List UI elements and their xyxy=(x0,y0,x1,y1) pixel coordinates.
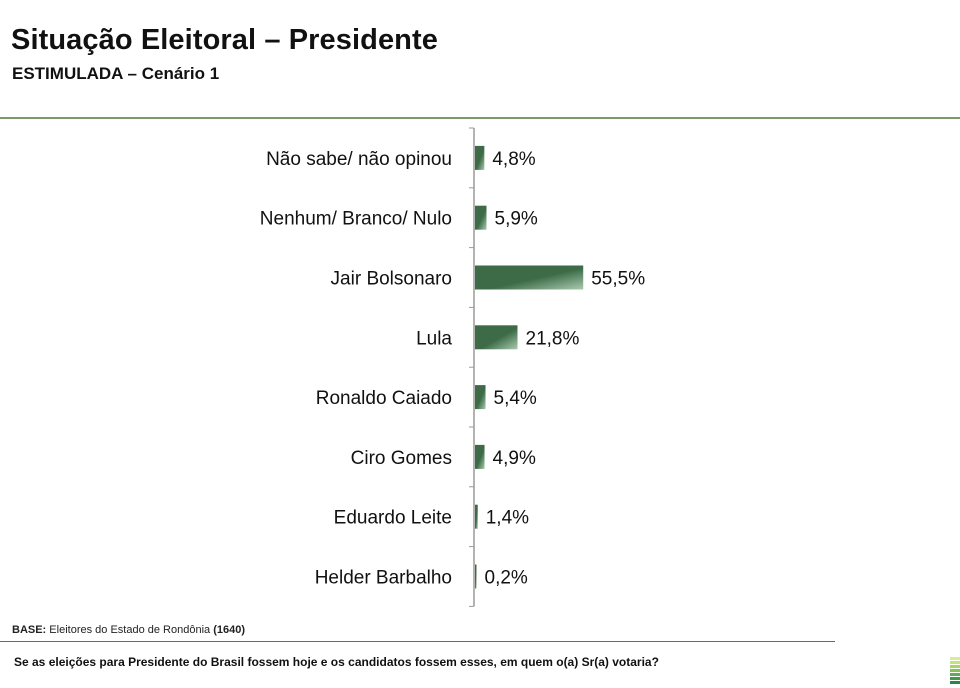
base-label: BASE: xyxy=(12,624,47,636)
category-label: Jair Bolsonaro xyxy=(331,269,452,290)
base-note: BASE: Eleitores do Estado de Rondônia (1… xyxy=(12,624,245,636)
logo-stripe xyxy=(950,669,960,672)
logo-stripes-icon xyxy=(950,657,960,688)
survey-question: Se as eleições para Presidente do Brasil… xyxy=(14,655,659,669)
bar xyxy=(475,205,487,230)
logo-stripe xyxy=(950,665,960,668)
chart-subtitle: ESTIMULADA – Cenário 1 xyxy=(12,64,220,83)
base-count: (1640) xyxy=(213,624,245,636)
data-label: 0,2% xyxy=(485,568,528,589)
logo-stripe xyxy=(950,677,960,680)
logo-stripe xyxy=(950,657,960,660)
bar-chart: Não sabe/ não opinou 4,8% Nenhum/ Branco/ … xyxy=(260,127,645,607)
logo-stripe xyxy=(950,673,960,676)
category-label: Eduardo Leite xyxy=(334,508,452,529)
footer-divider xyxy=(0,641,835,642)
category-label: Nenhum/ Branco/ Nulo xyxy=(260,209,452,230)
category-label: Lula xyxy=(416,328,452,349)
data-label: 4,8% xyxy=(492,149,535,170)
logo-stripe xyxy=(950,661,960,664)
data-label: 4,9% xyxy=(493,448,536,469)
bar xyxy=(475,265,584,290)
bar xyxy=(475,444,485,469)
data-label: 55,5% xyxy=(591,269,645,290)
category-label: Ciro Gomes xyxy=(351,448,452,469)
bar xyxy=(475,145,485,170)
bar xyxy=(475,385,486,410)
category-label: Ronaldo Caiado xyxy=(316,388,452,409)
category-label: Helder Barbalho xyxy=(315,568,452,589)
bar xyxy=(475,504,478,529)
chart-title: Situação Eleitoral – Presidente xyxy=(11,24,438,56)
data-label: 5,9% xyxy=(495,209,538,230)
logo-stripe xyxy=(950,681,960,684)
base-text: Eleitores do Estado de Rondônia xyxy=(49,624,211,636)
data-label: 21,8% xyxy=(526,328,580,349)
bar xyxy=(475,325,518,350)
category-label: Não sabe/ não opinou xyxy=(266,149,452,170)
header-divider xyxy=(0,117,960,119)
data-label: 5,4% xyxy=(494,388,537,409)
data-label: 1,4% xyxy=(486,508,529,529)
bar xyxy=(475,564,477,589)
